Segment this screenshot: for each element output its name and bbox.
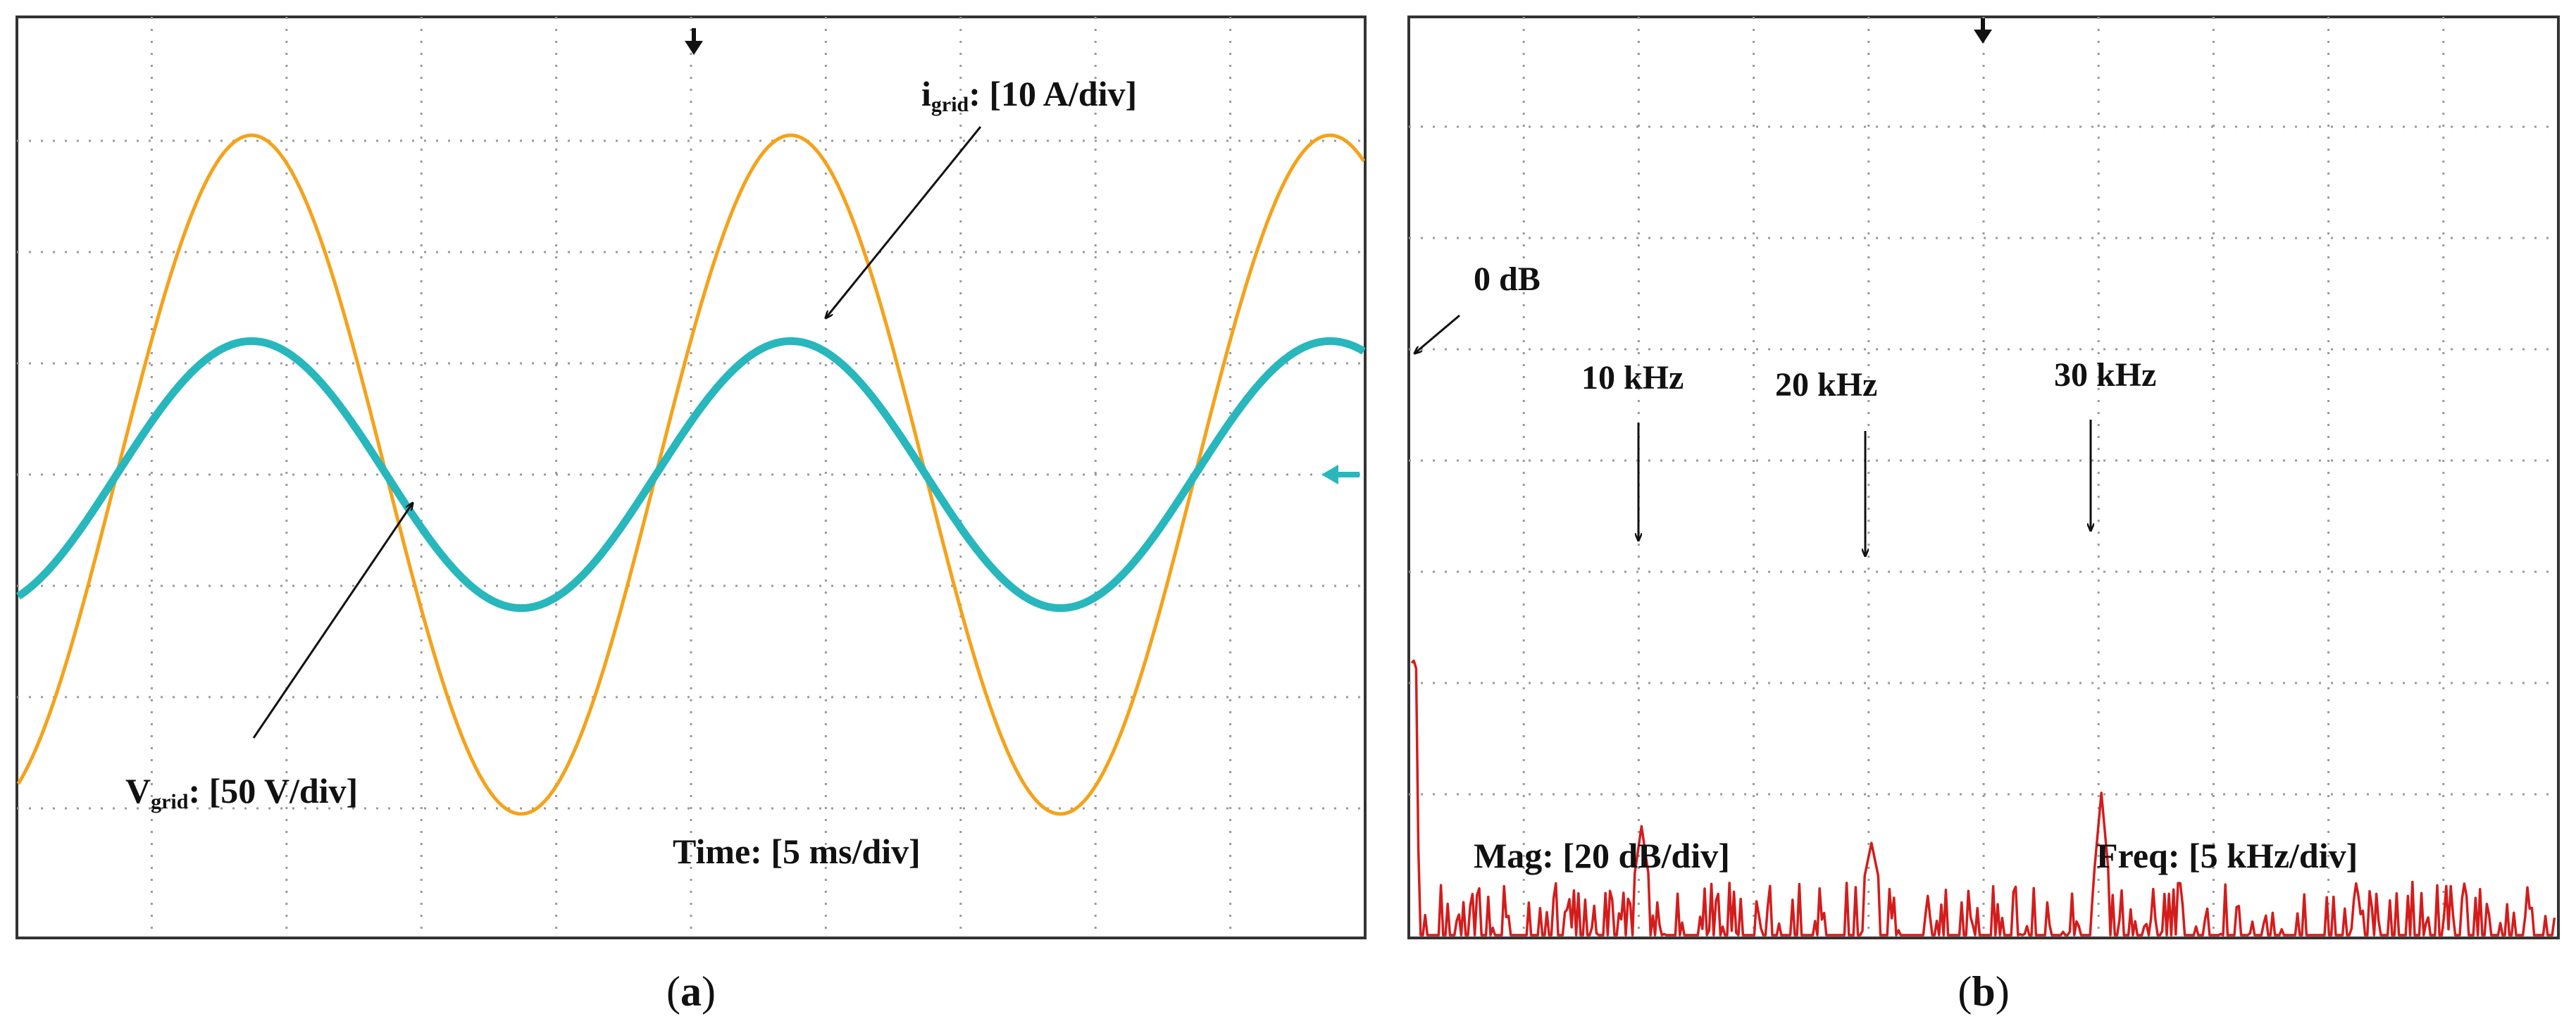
magnitude-scale-label: Mag: [20 dB/div] (1474, 836, 1730, 875)
igrid-label-main: i (921, 74, 931, 113)
time-scale-label: Time: [5 ms/div] (673, 832, 921, 871)
channel-marker-a (1321, 465, 1338, 484)
vgrid-arrow (252, 503, 413, 739)
caption-b: (b) (1958, 968, 2009, 1015)
panel-b-frame (1407, 15, 2560, 939)
zero-db-arrow (1414, 314, 1460, 353)
vgrid-label-main: V (125, 771, 151, 810)
trigger-marker-a (685, 41, 703, 55)
panel-b-grid (1409, 17, 2558, 938)
caption-a: (a) (666, 968, 716, 1015)
caption-a-letter: a (680, 968, 702, 1015)
trigger-marker-b-stem (1981, 18, 1985, 31)
panel-b: 0 dB 10 kHz 20 kHz 30 kHz Mag: [20 dB/di… (1407, 15, 2560, 939)
igrid-label-sub: grid (931, 93, 969, 116)
vgrid-trace (16, 133, 1366, 816)
trigger-marker-a-stem (692, 28, 696, 42)
peak-30khz-label: 30 kHz (2054, 356, 2156, 394)
igrid-trace (16, 337, 1366, 613)
trigger-marker-b (1974, 30, 1992, 44)
peak-10khz-label: 10 kHz (1581, 359, 1684, 396)
vgrid-label-rest: : [50 V/div] (188, 771, 358, 810)
channel-marker-a-stem (1337, 472, 1359, 477)
panel-a: igrid: [10 A/div] Vgrid: [50 V/div] Time… (15, 15, 1367, 939)
fft-trace (1410, 659, 2556, 937)
igrid-label-rest: : [10 A/div] (969, 74, 1137, 113)
vgrid-label: Vgrid: [50 V/div] (125, 771, 358, 813)
peak-20khz-label: 20 kHz (1775, 366, 1877, 403)
vgrid-label-sub: grid (151, 790, 189, 813)
igrid-label: igrid: [10 A/div] (921, 74, 1137, 116)
caption-b-letter: b (1972, 968, 1995, 1015)
frequency-scale-label: Freq: [5 kHz/div] (2096, 836, 2358, 875)
zero-db-label: 0 dB (1474, 261, 1541, 298)
igrid-arrow (826, 126, 982, 318)
